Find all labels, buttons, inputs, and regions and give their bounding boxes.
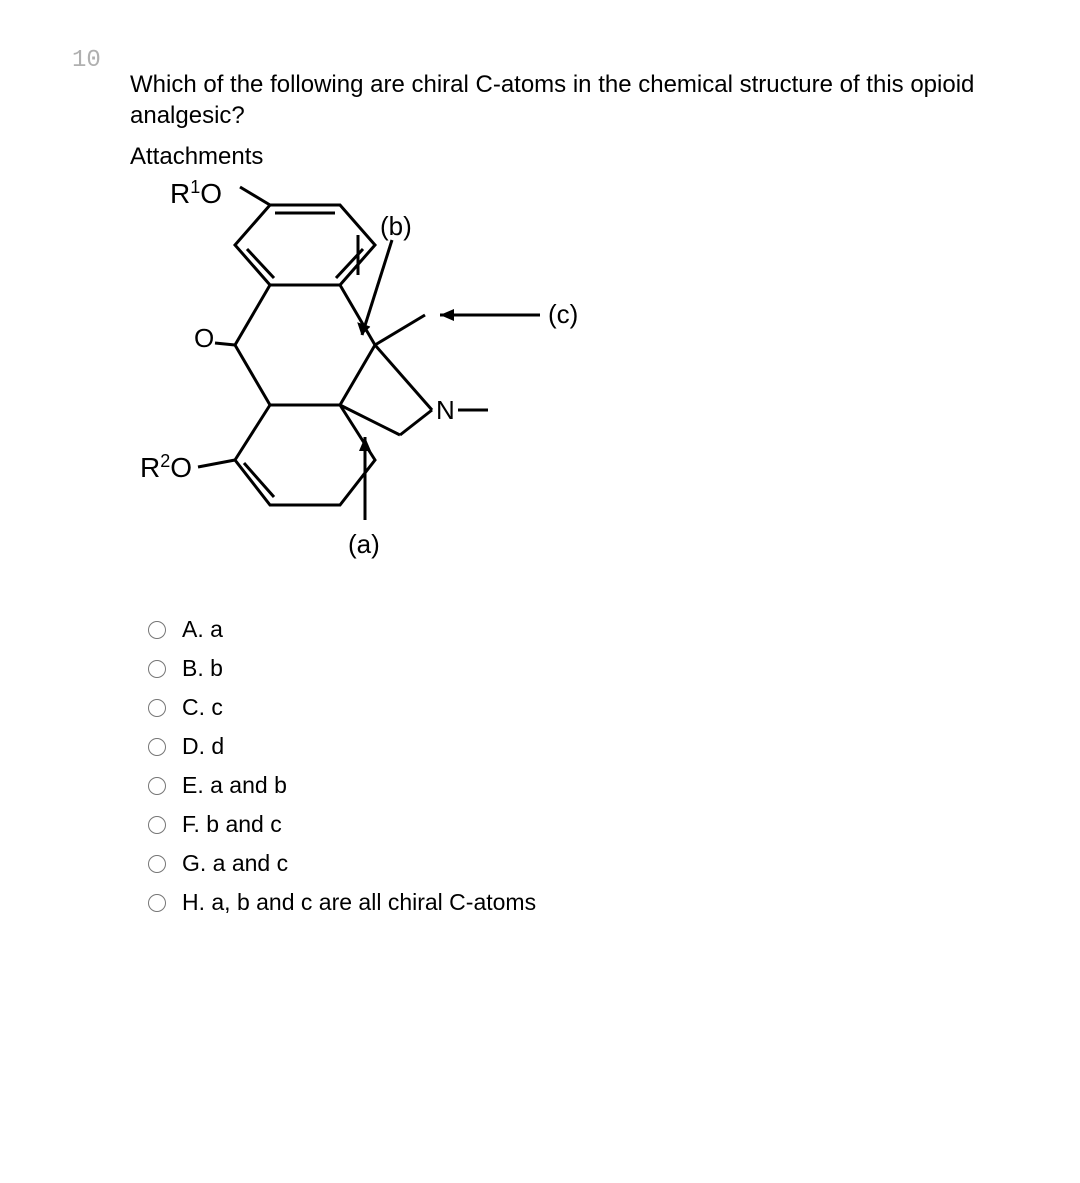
chemical-structure-figure: R1O O R2O N (b) (c) (a) bbox=[140, 175, 1000, 590]
radio-a[interactable] bbox=[148, 621, 166, 639]
label-a: (a) bbox=[348, 529, 380, 559]
option-label: D. d bbox=[182, 735, 224, 758]
label-o: O bbox=[194, 323, 214, 353]
answer-options: A. a B. b C. c D. d E. a and b F. b and … bbox=[148, 618, 1000, 914]
option-a[interactable]: A. a bbox=[148, 618, 1000, 641]
option-label: A. a bbox=[182, 618, 223, 641]
option-g[interactable]: G. a and c bbox=[148, 852, 1000, 875]
label-b: (b) bbox=[380, 211, 412, 241]
structure-svg: R1O O R2O N (b) (c) (a) bbox=[140, 175, 600, 585]
option-f[interactable]: F. b and c bbox=[148, 813, 1000, 836]
option-label: H. a, b and c are all chiral C-atoms bbox=[182, 891, 536, 914]
question-text: Which of the following are chiral C-atom… bbox=[130, 70, 1000, 131]
option-label: E. a and b bbox=[182, 774, 287, 797]
option-label: B. b bbox=[182, 657, 223, 680]
option-h[interactable]: H. a, b and c are all chiral C-atoms bbox=[148, 891, 1000, 914]
attachments-label: Attachments bbox=[130, 143, 1000, 171]
question-number: 10 bbox=[72, 47, 101, 74]
radio-g[interactable] bbox=[148, 855, 166, 873]
label-r2o: R2O bbox=[140, 451, 192, 483]
option-c[interactable]: C. c bbox=[148, 696, 1000, 719]
question-content: Which of the following are chiral C-atom… bbox=[130, 70, 1000, 914]
radio-d[interactable] bbox=[148, 738, 166, 756]
radio-h[interactable] bbox=[148, 894, 166, 912]
option-e[interactable]: E. a and b bbox=[148, 774, 1000, 797]
label-n: N bbox=[436, 395, 455, 425]
option-d[interactable]: D. d bbox=[148, 735, 1000, 758]
radio-c[interactable] bbox=[148, 699, 166, 717]
label-r1o: R1O bbox=[170, 177, 222, 209]
label-c: (c) bbox=[548, 299, 578, 329]
option-b[interactable]: B. b bbox=[148, 657, 1000, 680]
radio-f[interactable] bbox=[148, 816, 166, 834]
option-label: G. a and c bbox=[182, 852, 288, 875]
radio-b[interactable] bbox=[148, 660, 166, 678]
question-page: 10 Which of the following are chiral C-a… bbox=[0, 0, 1080, 990]
option-label: C. c bbox=[182, 696, 223, 719]
option-label: F. b and c bbox=[182, 813, 282, 836]
radio-e[interactable] bbox=[148, 777, 166, 795]
